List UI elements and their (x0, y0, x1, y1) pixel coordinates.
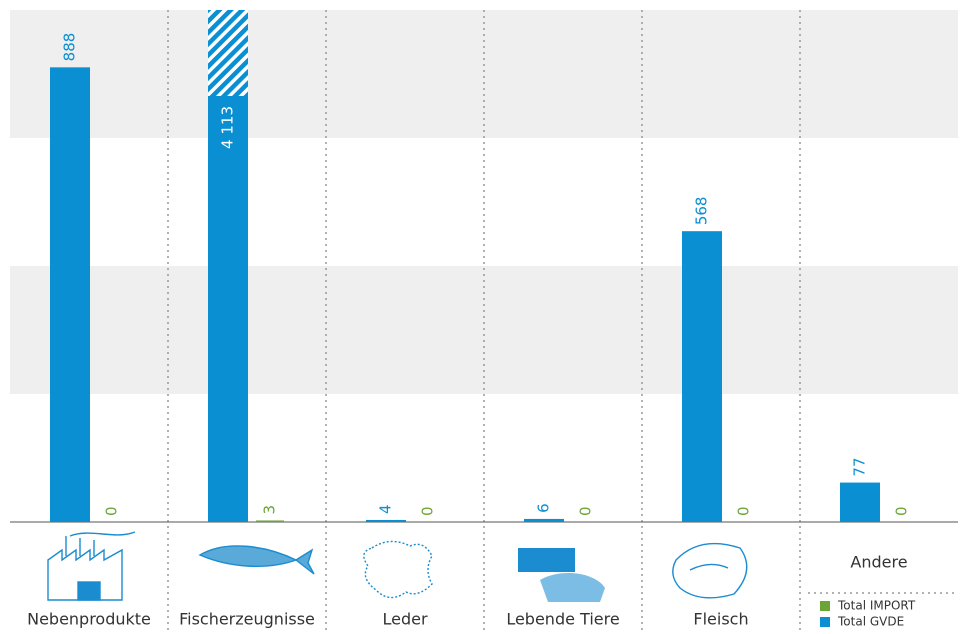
bar (682, 231, 722, 522)
value-label: 568 (693, 197, 711, 226)
legend-label: Total IMPORT (837, 599, 916, 613)
value-label: 0 (419, 506, 437, 516)
category-label: Andere (850, 553, 907, 572)
value-label: 6 (535, 503, 553, 513)
value-label: 77 (851, 457, 869, 476)
value-label: 4 113 (219, 106, 237, 149)
legend-swatch (820, 601, 830, 611)
category-label: Nebenprodukte (27, 610, 151, 629)
category-label: Lebende Tiere (506, 610, 619, 629)
category-label: Leder (382, 610, 427, 629)
value-label: 0 (893, 506, 911, 516)
category-label: Fleisch (693, 610, 748, 629)
bar (256, 520, 284, 522)
value-label: 0 (735, 506, 753, 516)
value-label: 0 (577, 506, 595, 516)
bar (840, 482, 880, 522)
bar (366, 519, 406, 522)
category-label: Fischerzeugnisse (179, 610, 315, 629)
bar (50, 67, 90, 523)
value-label: 888 (61, 33, 79, 62)
bar (524, 518, 564, 522)
value-label: 3 (261, 505, 279, 515)
value-label: 0 (103, 506, 121, 516)
icons (47, 531, 748, 602)
legend-swatch (820, 617, 830, 627)
value-label: 4 (377, 504, 395, 514)
bar-break (208, 10, 248, 96)
legend-label: Total GVDE (837, 615, 904, 629)
